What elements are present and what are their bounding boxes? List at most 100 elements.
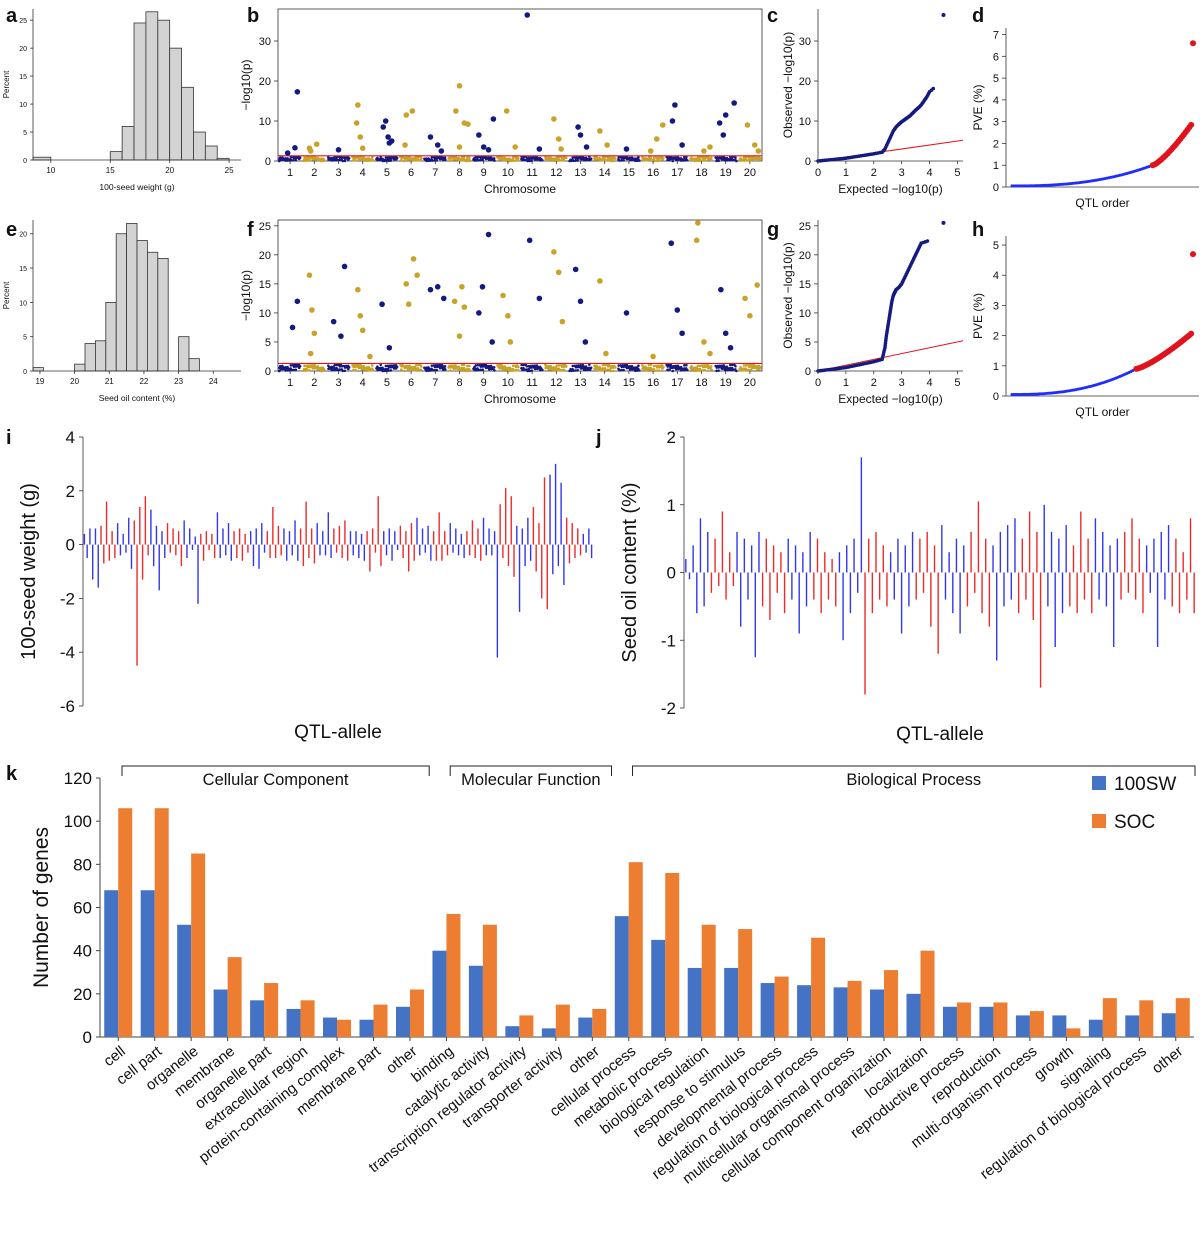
chromosome-label: 5 xyxy=(384,377,390,389)
snp-point-low xyxy=(622,156,626,160)
snp-point-low xyxy=(457,158,461,162)
x-axis-label: Seed oil content (%) xyxy=(99,393,176,403)
snp-point-low xyxy=(552,369,556,372)
x-tick-label: 0 xyxy=(815,167,821,179)
snp-point-low xyxy=(415,159,419,162)
snp-point-low xyxy=(747,365,751,368)
snp-point xyxy=(707,350,713,357)
histogram-bar xyxy=(136,240,148,372)
snp-point-low xyxy=(289,155,293,159)
chromosome-label: 4 xyxy=(360,377,366,389)
snp-point-low xyxy=(669,366,673,370)
snp-point-low xyxy=(284,159,288,162)
snp-point-low xyxy=(441,158,445,162)
x-axis-label: Expected −log10(p) xyxy=(838,182,942,196)
chromosome-label: 18 xyxy=(695,167,707,179)
snp-point-low xyxy=(340,156,344,159)
bar-soc xyxy=(701,924,716,1037)
snp-point-low xyxy=(381,159,385,163)
snp-point-low xyxy=(703,156,707,160)
bar-soc xyxy=(373,1004,388,1037)
snp-point-low xyxy=(707,366,710,370)
y-tick-label: 20 xyxy=(19,46,27,53)
snp-point-low xyxy=(676,158,680,161)
snp-point xyxy=(720,132,727,138)
y-tick-label: 3 xyxy=(993,117,999,129)
snp-point-low xyxy=(544,157,547,161)
snp-point-low xyxy=(369,369,373,372)
snp-point xyxy=(623,146,630,152)
y-tick-label: 120 xyxy=(64,769,92,788)
snp-point-low xyxy=(514,159,518,162)
y-axis-label: −log10(p) xyxy=(239,59,253,110)
snp-point-low xyxy=(501,158,505,162)
snp-point-low xyxy=(515,157,518,160)
snp-point-low xyxy=(614,157,617,160)
snp-point-low xyxy=(533,158,537,161)
snp-point xyxy=(459,283,465,290)
histogram-bar xyxy=(157,258,169,372)
snp-point-low xyxy=(493,159,496,162)
snp-point-low xyxy=(294,368,298,372)
snp-point-low xyxy=(429,159,432,162)
snp-point-low xyxy=(383,159,387,163)
histogram-bar xyxy=(157,19,171,161)
snp-point-low xyxy=(671,369,674,373)
snp-point xyxy=(744,122,751,128)
snp-point-low xyxy=(286,159,290,162)
snp-point-low xyxy=(625,157,629,161)
snp-point-low xyxy=(556,368,560,372)
y-tick-label: 25 xyxy=(19,18,27,25)
qq-point xyxy=(941,13,946,17)
chromosome-label: 10 xyxy=(502,167,514,179)
allele-effects-j: -2 -1 0 1 2 QTL-allele Seed oil content (%) xyxy=(619,428,1195,745)
manhattan-f: 1 2 3 4 5 6 7 8 9 10 11 12 13 14 15 16 17 18 19 20051015202… xyxy=(239,219,763,406)
snp-point-low xyxy=(681,368,685,372)
snp-point-low xyxy=(622,368,625,372)
snp-point-low xyxy=(330,159,333,162)
x-tick-label: 3 xyxy=(899,167,905,179)
snp-point xyxy=(650,353,656,360)
snp-point-low xyxy=(449,366,452,369)
snp-point-low xyxy=(701,365,705,369)
snp-point xyxy=(731,100,737,106)
x-axis-label: Chromosome xyxy=(484,182,556,196)
y-tick-label: -6 xyxy=(60,697,75,716)
snp-point-low xyxy=(461,158,465,162)
snp-point xyxy=(476,310,482,316)
snp-point-low xyxy=(477,368,480,372)
snp-point-low xyxy=(697,159,701,163)
snp-point-low xyxy=(443,158,447,162)
group-bracket xyxy=(632,765,1196,776)
y-tick-label: 4 xyxy=(993,270,999,282)
chromosome-label: 11 xyxy=(526,377,537,389)
snp-point-low xyxy=(321,369,325,373)
snp-point-low xyxy=(468,159,472,163)
x-tick-label: 20 xyxy=(165,166,174,175)
snp-point xyxy=(307,148,314,154)
snp-point-low xyxy=(433,365,437,369)
snp-point-low xyxy=(661,367,664,370)
snp-point-low xyxy=(628,158,632,162)
snp-point-low xyxy=(516,368,520,372)
snp-point-low xyxy=(481,156,485,160)
snp-point-low xyxy=(541,158,544,162)
snp-point xyxy=(355,102,361,108)
snp-point xyxy=(505,313,511,319)
histogram-bar xyxy=(105,301,117,372)
snp-point-low xyxy=(743,159,747,162)
snp-point-low xyxy=(584,158,588,162)
snp-point-low xyxy=(515,365,518,369)
snp-point-low xyxy=(465,156,469,159)
y-tick-label: 30 xyxy=(259,36,271,48)
snp-point-low xyxy=(557,364,561,367)
snp-point-low xyxy=(371,159,375,162)
snp-point-low xyxy=(606,158,610,162)
panel-label-b: b xyxy=(247,5,259,27)
y-tick-label: 15 xyxy=(259,279,271,291)
group-label: Cellular Component xyxy=(203,771,349,789)
snp-point-low xyxy=(465,364,469,368)
chromosome-label: 7 xyxy=(432,167,438,179)
y-tick-label: 10 xyxy=(19,102,27,109)
x-axis-label: Chromosome xyxy=(484,392,556,406)
